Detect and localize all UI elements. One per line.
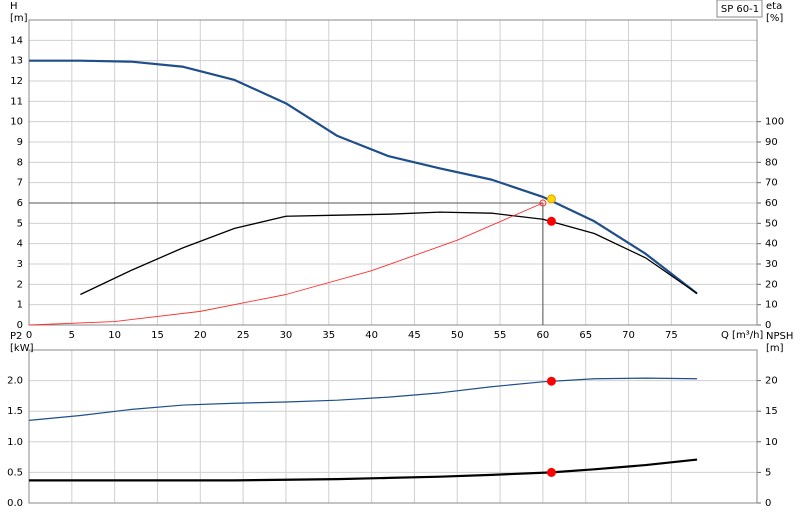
curve — [80, 211, 698, 296]
y-tick-label: 2.0 — [7, 376, 23, 387]
y-tick-label: 1.0 — [7, 437, 23, 448]
plot-frame — [28, 19, 758, 326]
x-tick-label: 10 — [108, 330, 121, 341]
curve — [28, 377, 698, 421]
y2-tick-label: 90 — [765, 137, 778, 148]
y-tick-label: 6 — [17, 198, 23, 209]
y-tick-label: 1.5 — [7, 406, 23, 417]
y-axis-label: H — [10, 1, 18, 12]
y2-tick-label: 40 — [765, 239, 778, 250]
y2-tick-label: 15 — [765, 406, 778, 417]
y2-tick-label: 10 — [765, 300, 778, 311]
plot-frame — [28, 349, 758, 504]
x-tick-label: 25 — [237, 330, 250, 341]
y-tick-label: 0 — [17, 320, 23, 331]
y2-tick-label: 0 — [765, 498, 771, 509]
y-axis-label: [m] — [10, 13, 28, 24]
y2-tick-label: 20 — [765, 376, 778, 387]
x-tick-label: 40 — [365, 330, 378, 341]
x-tick-label: 70 — [622, 330, 635, 341]
y-tick-label: 9 — [17, 137, 23, 148]
y-tick-label: 5 — [17, 218, 23, 229]
y-tick-label: 8 — [17, 157, 23, 168]
y-tick-label: 12 — [10, 76, 23, 87]
y-tick-label: 4 — [17, 239, 23, 250]
y2-axis-label: NPSH — [766, 331, 793, 342]
y-tick-label: 0.5 — [7, 467, 23, 478]
y2-tick-label: 100 — [765, 117, 784, 128]
duty-point — [546, 194, 556, 204]
x-tick-label: 5 — [69, 330, 75, 341]
y-tick-label: 2 — [17, 279, 23, 290]
y2-tick-label: 80 — [765, 157, 778, 168]
x-tick-label: 75 — [665, 330, 678, 341]
curve — [28, 202, 544, 326]
x-axis-label: Q [m³/h] — [721, 330, 763, 341]
y2-axis-label: [%] — [766, 13, 783, 24]
x-tick-label: 35 — [322, 330, 335, 341]
y-tick-label: 10 — [10, 117, 23, 128]
y2-tick-label: 10 — [765, 437, 778, 448]
y2-tick-label: 5 — [765, 467, 771, 478]
x-tick-label: 20 — [194, 330, 207, 341]
duty-point — [546, 376, 556, 386]
x-tick-label: 0 — [26, 330, 32, 341]
chart-title: SP 60-1 — [721, 4, 759, 15]
x-tick-label: 30 — [280, 330, 293, 341]
x-tick-label: 65 — [579, 330, 592, 341]
y2-axis-label: eta — [766, 1, 782, 12]
y-tick-label: 13 — [10, 56, 23, 67]
y-tick-label: 0.0 — [7, 498, 23, 509]
curve — [29, 59, 698, 295]
title-box — [716, 0, 763, 18]
x-tick-label: 15 — [151, 330, 164, 341]
y-tick-label: 3 — [17, 259, 23, 270]
x-tick-label: 55 — [494, 330, 507, 341]
x-tick-label: 45 — [408, 330, 421, 341]
duty-point — [539, 199, 547, 207]
y2-tick-label: 20 — [765, 279, 778, 290]
x-tick-label: 50 — [451, 330, 464, 341]
y2-tick-label: 50 — [765, 218, 778, 229]
y-tick-label: 11 — [10, 96, 23, 107]
y-axis-label: P2 — [10, 331, 22, 342]
duty-point — [546, 467, 556, 477]
duty-point — [546, 216, 556, 226]
y-tick-label: 1 — [17, 300, 23, 311]
x-tick-label: 60 — [537, 330, 550, 341]
y2-tick-label: 0 — [765, 320, 771, 331]
y-axis-label: [kW] — [10, 343, 34, 354]
y2-tick-label: 60 — [765, 198, 778, 209]
y2-tick-label: 70 — [765, 178, 778, 189]
y-tick-label: 7 — [17, 178, 23, 189]
y2-tick-label: 30 — [765, 259, 778, 270]
y2-axis-label: [m] — [766, 343, 784, 354]
curve — [29, 458, 698, 482]
y-tick-label: 14 — [10, 35, 23, 46]
